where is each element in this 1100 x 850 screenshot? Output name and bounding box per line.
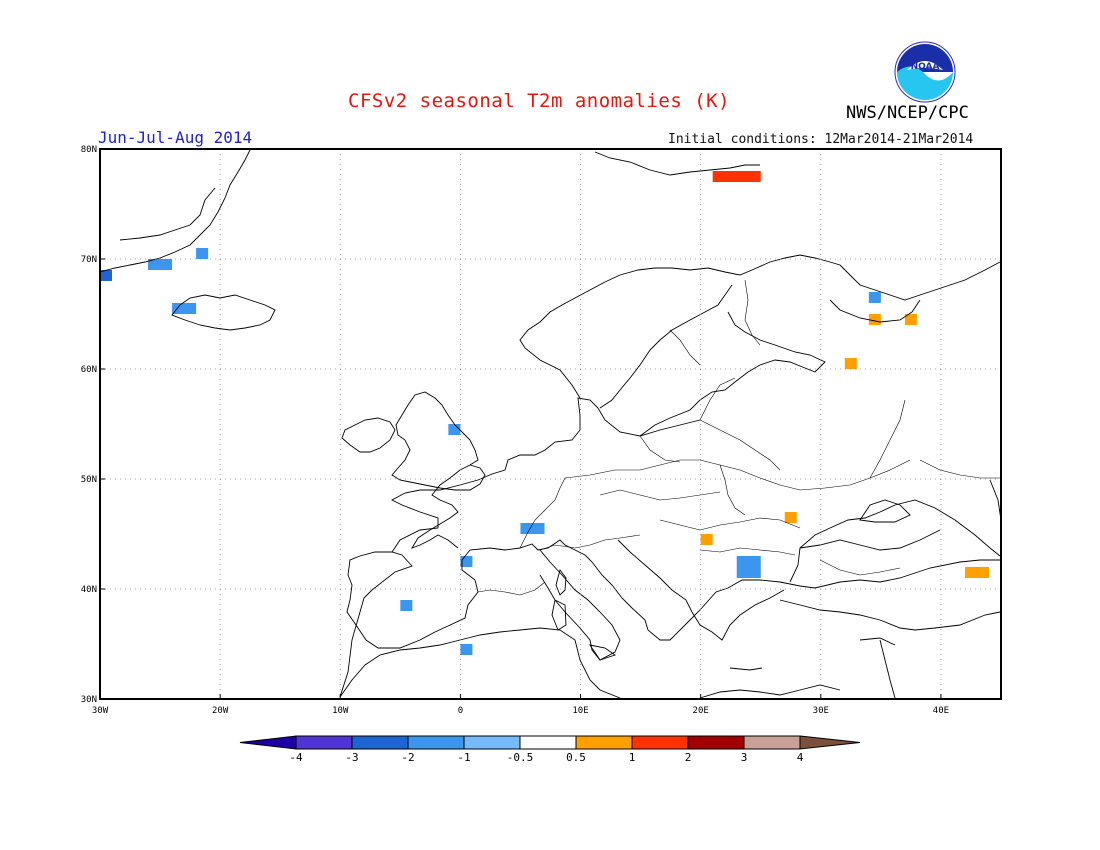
anomaly-cell [148,259,173,270]
colorbar-arrow-high [799,735,861,750]
lon-tick-label: 20W [212,706,229,716]
colorbar-label: -3 [345,751,358,764]
anomaly-cell [520,523,545,534]
anomaly-cell [796,347,833,369]
colorbar-label: -1 [457,751,470,764]
agency-label: NWS/NCEP/CPC [846,103,969,123]
anomaly-cell [700,534,713,545]
colorbar-label: 2 [685,751,692,764]
map-background [100,149,1001,699]
anomaly-cell [964,567,989,578]
colorbar-arrow-low [239,735,297,750]
initial-conditions: Initial conditions: 12Mar2014-21Mar2014 [668,132,974,147]
colorbar-label: 3 [741,751,748,764]
anomaly-cell [712,171,761,182]
colorbar-segment [295,735,353,750]
anomaly-cell [172,303,197,314]
colorbar-label: 0.5 [566,751,586,764]
anomaly-cell [628,171,677,182]
anomaly-cell [868,314,881,325]
colorbar-segment [687,735,745,750]
anomaly-cell [100,270,113,281]
anomaly-cell [556,380,581,391]
anomaly-cell [760,424,845,446]
anomaly-cell [748,556,821,578]
anomaly-cell [808,688,821,699]
lat-tick-label: 70N [81,255,97,265]
anomaly-cell [448,424,461,435]
lon-tick-label: 0 [458,706,463,716]
lon-tick-label: 30E [813,706,829,716]
lat-tick-label: 40N [81,585,97,595]
axis-tick-labels: 30W 20W 10W 0 10E 20E 30E 40E 30N 40N 50N 60N 70N 80N [81,145,949,716]
graticule [100,149,1001,699]
anomaly-cell [868,292,881,303]
lat-tick-label: 60N [81,365,97,375]
anomaly-cell [412,699,424,710]
colorbar-segment [575,735,633,750]
map-frame [99,148,1002,700]
color-legend: -4 -3 -2 -1 -0.5 0.5 1 2 3 4 [239,735,861,764]
anomaly-cell [736,556,761,578]
anomaly-cell [892,281,941,303]
anomaly-cells [100,171,989,710]
colorbar-label: 4 [797,751,804,764]
anomaly-cell [400,600,413,611]
lon-tick-label: 10W [332,706,349,716]
forecast-period: Jun-Jul-Aug 2014 [98,128,253,147]
anomaly-cell [460,556,473,567]
lat-tick-label: 50N [81,475,97,485]
colorbar-segment [631,735,689,750]
lon-tick-label: 40E [933,706,949,716]
colorbar-segment [743,735,801,750]
anomaly-cell [916,391,941,413]
colorbar-segment [407,735,465,750]
lon-tick-label: 10E [572,706,588,716]
anomaly-cell [196,248,209,259]
lon-tick-label: 30W [92,706,109,716]
anomaly-cell [652,270,797,292]
lat-tick-label: 30N [81,695,97,705]
colorbar-segment [519,735,577,750]
anomaly-cell [844,358,857,369]
map-title: CFSv2 seasonal T2m anomalies (K) [348,90,731,112]
colorbar-label: 1 [629,751,636,764]
colorbar-segment [463,735,521,750]
anomaly-cell [784,512,797,523]
colorbar-label: -2 [401,751,414,764]
lat-tick-label: 80N [81,145,97,155]
anomaly-cell [424,677,437,688]
colorbar-label: -0.5 [507,751,534,764]
anomaly-cell [724,688,761,699]
coastlines [100,149,1001,699]
anomaly-cell [460,644,473,655]
colorbar-segment [351,735,409,750]
anomaly-cell [904,314,917,325]
noaa-logo-icon: NOAA [894,41,956,103]
lon-tick-label: 20E [693,706,709,716]
colorbar-label: -4 [289,751,303,764]
svg-text:NOAA: NOAA [911,62,940,72]
